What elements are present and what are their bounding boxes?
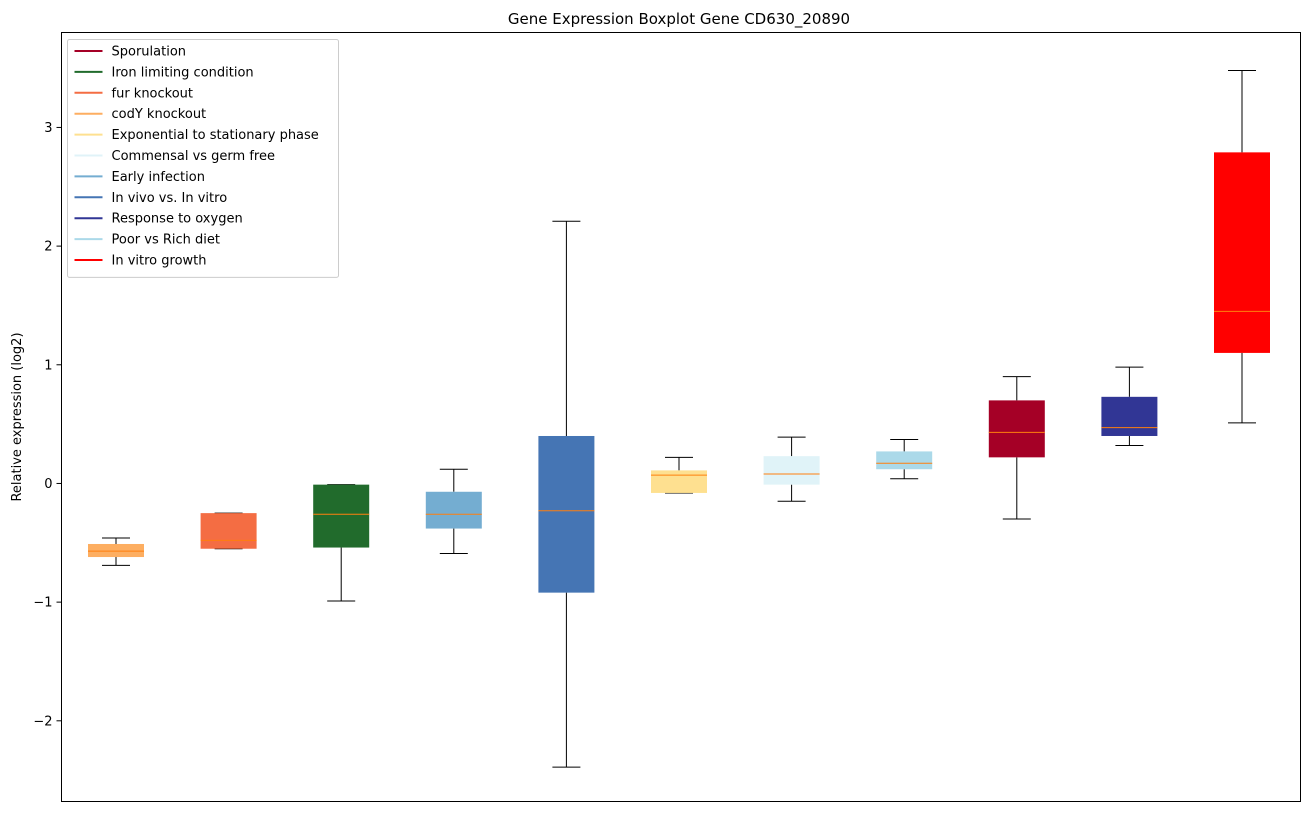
legend-entry: Poor vs Rich diet bbox=[74, 233, 220, 248]
legend-label: Exponential to stationary phase bbox=[112, 128, 319, 143]
box-body bbox=[876, 451, 933, 470]
legend-label: codY knockout bbox=[112, 107, 207, 122]
legend-frame bbox=[67, 39, 339, 278]
legend-entry: Early infection bbox=[74, 170, 205, 185]
box-body bbox=[763, 456, 820, 485]
box-in-vivo-vs-in-vitro bbox=[538, 220, 595, 768]
y-tick-label: 0 bbox=[44, 477, 52, 492]
box-body bbox=[651, 470, 707, 493]
box-body bbox=[1101, 396, 1158, 436]
chart-title: Gene Expression Boxplot Gene CD630_20890 bbox=[508, 10, 850, 29]
box-iron-limiting-condition bbox=[313, 484, 370, 602]
legend-entry: Exponential to stationary phase bbox=[74, 128, 319, 143]
legend-label: Poor vs Rich diet bbox=[112, 233, 220, 248]
legend-entry: codY knockout bbox=[74, 107, 207, 122]
y-tick-label: −1 bbox=[33, 596, 52, 611]
legend-entry: Response to oxygen bbox=[74, 212, 243, 227]
legend-label: Sporulation bbox=[112, 45, 187, 60]
plot-area bbox=[88, 69, 1270, 768]
y-tick-label: −2 bbox=[33, 714, 52, 729]
y-axis: 3 2 1 0 −1 −2 bbox=[33, 121, 62, 729]
box-fur-knockout bbox=[200, 512, 257, 550]
y-tick-label: 3 bbox=[44, 121, 52, 136]
legend: Sporulation Iron limiting condition fur kn… bbox=[67, 39, 339, 278]
legend-entry: Commensal vs germ free bbox=[74, 149, 275, 164]
legend-label: Iron limiting condition bbox=[112, 65, 254, 80]
legend-entry: Sporulation bbox=[74, 45, 187, 60]
box-cody-knockout bbox=[88, 537, 144, 566]
legend-label: fur knockout bbox=[112, 86, 194, 101]
box-response-to-oxygen bbox=[1101, 366, 1158, 446]
legend-entry: Iron limiting condition bbox=[74, 65, 254, 80]
y-axis-label: Relative expression (log2) bbox=[10, 332, 25, 501]
legend-label: Response to oxygen bbox=[112, 212, 243, 227]
box-body bbox=[200, 513, 257, 549]
box-exponential-to-stationary-phase bbox=[651, 456, 707, 494]
legend-entry: In vitro growth bbox=[74, 254, 207, 269]
legend-label: Commensal vs germ free bbox=[112, 149, 275, 164]
legend-label: In vivo vs. In vitro bbox=[112, 191, 228, 206]
box-body bbox=[988, 400, 1045, 458]
legend-label: In vitro growth bbox=[112, 254, 207, 269]
box-commensal-vs-germ-free bbox=[763, 436, 820, 502]
box-body bbox=[538, 435, 595, 593]
y-tick-label: 2 bbox=[44, 240, 52, 255]
box-body bbox=[88, 543, 144, 558]
box-body bbox=[1214, 152, 1270, 353]
legend-entry: In vivo vs. In vitro bbox=[74, 191, 228, 206]
box-early-infection bbox=[425, 468, 482, 554]
legend-label: Early infection bbox=[112, 170, 205, 185]
legend-entry: fur knockout bbox=[74, 86, 194, 101]
box-sporulation bbox=[988, 376, 1045, 520]
box-poor-vs-rich-diet bbox=[876, 439, 933, 480]
plot-frame bbox=[61, 32, 1301, 802]
box-in-vitro-growth bbox=[1214, 69, 1270, 424]
box-body bbox=[425, 491, 482, 529]
box-body bbox=[313, 484, 370, 548]
y-tick-label: 1 bbox=[44, 358, 52, 373]
